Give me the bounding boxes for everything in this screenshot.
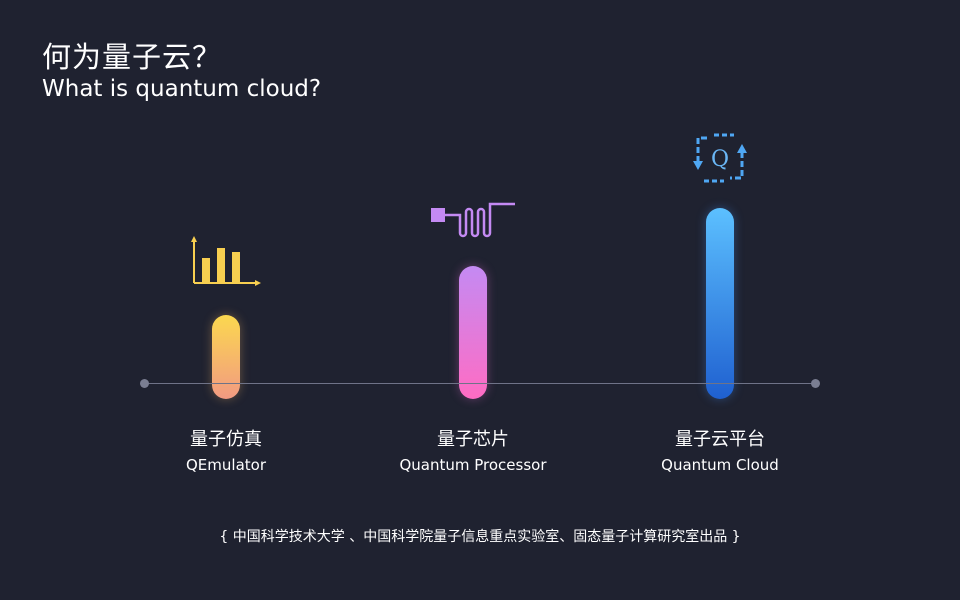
quantum-chip-icon [430,200,520,248]
page-title-zh: 何为量子云？ [42,40,223,74]
cloud-bar [706,208,734,399]
bar-chart-icon [190,236,262,292]
timeline-dot-right [811,379,820,388]
item-label-zh: 量子仿真 [190,429,262,450]
processor-bar [459,266,487,399]
item-label-en: QEmulator [186,456,266,474]
quantum-cloud-icon: Q [690,130,750,190]
item-processor: 量子芯片 Quantum Processor [363,428,583,476]
item-cloud: 量子云平台 Quantum Cloud [610,428,830,476]
cloud-icon-letter: Q [711,147,729,172]
item-label-zh: 量子芯片 [437,429,509,450]
page-title-en: What is quantum cloud? [42,76,322,102]
item-label-en: Quantum Cloud [661,456,779,474]
item-emulator: 量子仿真 QEmulator [116,428,336,476]
credits-footer: { 中国科学技术大学 、中国科学院量子信息重点实验室、固态量子计算研究室出品 } [219,529,741,545]
item-label-en: Quantum Processor [399,456,547,474]
timeline-dot-left [140,379,149,388]
emulator-bar [212,315,240,399]
item-label-zh: 量子云平台 [675,429,765,450]
timeline-line [144,383,816,384]
